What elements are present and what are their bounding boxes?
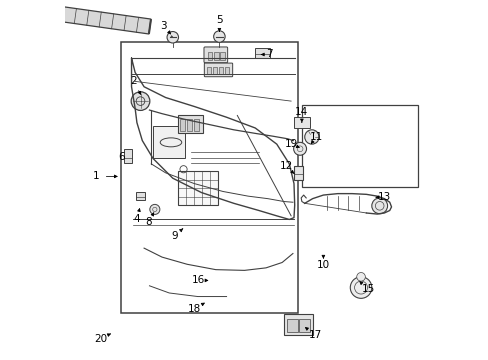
Bar	[178, 115, 202, 134]
Bar	[255, 48, 269, 58]
Circle shape	[349, 277, 371, 298]
Text: 4: 4	[133, 215, 140, 224]
Bar	[293, 166, 303, 180]
Bar	[224, 67, 229, 74]
Circle shape	[131, 92, 149, 111]
Bar	[178, 171, 217, 205]
Text: 7: 7	[266, 49, 272, 59]
Text: 2: 2	[130, 76, 136, 86]
Circle shape	[293, 142, 306, 155]
Bar	[219, 67, 223, 74]
Bar	[212, 67, 217, 74]
Bar	[206, 67, 211, 74]
Ellipse shape	[160, 138, 182, 147]
FancyBboxPatch shape	[204, 63, 232, 77]
Text: 16: 16	[192, 275, 205, 285]
Text: 1: 1	[92, 171, 99, 181]
Circle shape	[213, 31, 224, 42]
Bar	[286, 319, 297, 332]
Bar	[284, 314, 312, 335]
Text: 11: 11	[309, 132, 322, 142]
Text: 5: 5	[216, 15, 222, 26]
Bar	[220, 51, 224, 59]
Circle shape	[167, 32, 178, 43]
Circle shape	[304, 130, 319, 144]
Text: 12: 12	[279, 161, 292, 171]
Bar	[180, 119, 184, 131]
Text: 15: 15	[361, 284, 374, 294]
FancyBboxPatch shape	[203, 47, 227, 63]
Text: 9: 9	[171, 231, 178, 240]
Bar	[298, 319, 309, 332]
Bar	[207, 51, 212, 59]
Bar	[153, 126, 185, 158]
Bar	[301, 105, 418, 187]
Bar	[194, 119, 199, 131]
Text: 14: 14	[295, 107, 308, 117]
Bar	[136, 192, 145, 200]
Text: 20: 20	[94, 333, 107, 343]
Text: 10: 10	[316, 260, 329, 270]
Bar	[121, 42, 298, 313]
Text: 19: 19	[284, 139, 297, 149]
Text: 6: 6	[118, 152, 125, 162]
Bar	[187, 119, 192, 131]
Circle shape	[371, 198, 387, 214]
Polygon shape	[62, 7, 151, 34]
Bar	[214, 51, 218, 59]
Text: 18: 18	[187, 304, 201, 314]
Text: 3: 3	[160, 21, 167, 31]
Text: 13: 13	[377, 192, 390, 202]
Bar	[293, 117, 309, 128]
Text: 17: 17	[308, 330, 322, 340]
Circle shape	[356, 273, 365, 281]
Bar	[124, 149, 131, 163]
Circle shape	[149, 204, 160, 215]
Text: 8: 8	[145, 217, 151, 227]
